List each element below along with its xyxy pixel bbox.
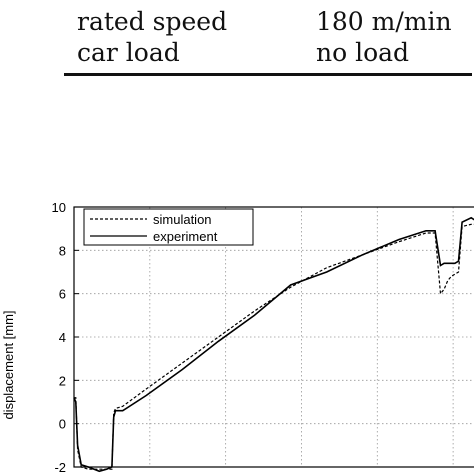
y-tick-label: 0	[59, 417, 66, 432]
series-line-experiment	[73, 216, 474, 473]
table-row: rated speed 180 m/min	[77, 7, 452, 36]
legend-box	[83, 208, 254, 246]
y-axis-label: displacement [mm]	[1, 310, 16, 419]
legend-label-experiment: experiment	[153, 229, 218, 244]
y-tick-label: 2	[59, 373, 66, 388]
y-tick-label: -2	[54, 460, 66, 474]
y-tick-label: 8	[59, 243, 66, 258]
chart-series	[73, 216, 474, 473]
chart-grid	[74, 207, 474, 467]
table-bottom-rule	[64, 73, 472, 76]
table-cell-value: no load	[316, 38, 410, 67]
chart-ticks: -2 0 2 4 6 8 10	[52, 200, 79, 474]
y-tick-label: 6	[59, 287, 66, 302]
table-cell-value: 180 m/min	[316, 7, 452, 36]
table-cell-label: rated speed	[77, 7, 228, 36]
y-tick-label: 4	[59, 330, 66, 345]
table-row: car load no load	[77, 38, 409, 67]
legend-label-simulation: simulation	[153, 212, 212, 227]
y-tick-label: 10	[52, 200, 66, 215]
series-line-simulation	[74, 223, 474, 470]
chart-legend: simulation experiment	[83, 208, 254, 246]
table-cell-label: car load	[77, 38, 180, 67]
